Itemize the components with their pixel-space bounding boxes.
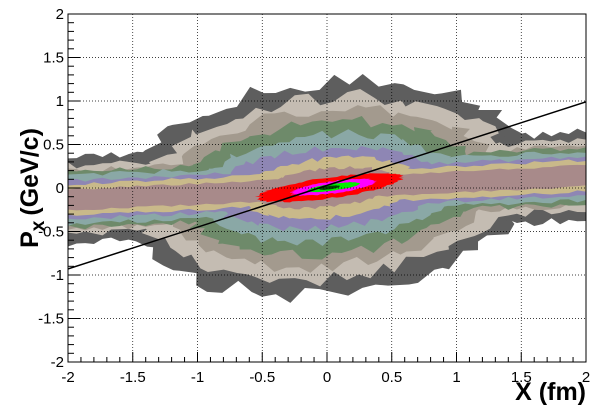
x-tick-labels: -2 -1.5 -1 -0.5 0 0.5 1 1.5 2 xyxy=(61,369,590,386)
y-tick-labels: -2 -1.5 -1 -0.5 0 0.5 1 1.5 2 xyxy=(38,6,64,371)
axis-ticks xyxy=(67,13,587,363)
x-tick-label-5: 0.5 xyxy=(381,369,402,386)
x-tick-label-4: 0 xyxy=(323,369,331,386)
y-axis-title: Px (GeV/c) xyxy=(16,128,49,248)
y-tick-label-5: 0.5 xyxy=(43,137,64,154)
fit-line xyxy=(68,101,586,270)
contour-level-11 xyxy=(318,185,341,190)
x-axis-title: X (fm) xyxy=(515,378,586,406)
grid-lines xyxy=(68,14,586,362)
fit-line-layer xyxy=(68,101,586,270)
x-tick-label-1: -1.5 xyxy=(120,369,146,386)
x-tick-label-8: 2 xyxy=(582,369,590,386)
contour-blob-11 xyxy=(318,185,341,190)
svg-text:Px(GeV/c): Px (GeV/c) xyxy=(16,128,49,248)
y-tick-label-3: -0.5 xyxy=(38,224,64,241)
y-tick-label-4: 0 xyxy=(56,180,64,197)
y-tick-label-6: 1 xyxy=(56,93,64,110)
y-axis-title-main: P xyxy=(16,231,44,248)
x-tick-label-3: -0.5 xyxy=(249,369,275,386)
x-tick-label-6: 1 xyxy=(452,369,460,386)
y-tick-label-8: 2 xyxy=(56,6,64,23)
y-tick-label-2: -1 xyxy=(51,267,64,284)
y-axis-title-unit: (GeV/c) xyxy=(16,128,44,216)
y-tick-label-7: 1.5 xyxy=(43,50,64,67)
x-tick-label-0: -2 xyxy=(61,369,74,386)
y-tick-label-1: -1.5 xyxy=(38,311,64,328)
x-tick-label-2: -1 xyxy=(191,369,204,386)
x-tick-label-7: 1.5 xyxy=(511,369,532,386)
y-tick-label-0: -2 xyxy=(51,354,64,371)
y-axis-title-sub: x xyxy=(28,220,49,231)
